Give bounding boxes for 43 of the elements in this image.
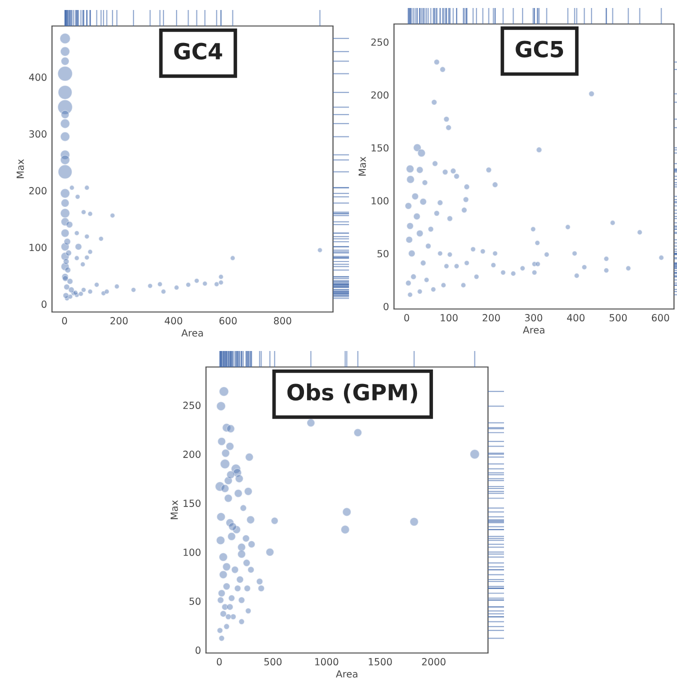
y-tick-label: 200 <box>371 91 388 99</box>
x-tick-label: 500 <box>610 314 627 322</box>
y-tick-label: 100 <box>372 197 388 204</box>
text: GC5 <box>516 40 564 58</box>
x-tick-label: 500 <box>264 658 282 666</box>
text: GC4 <box>174 42 222 60</box>
y-tick-label: 50 <box>190 598 200 605</box>
y-tick-label: 100 <box>30 244 46 252</box>
x-tick-label: 600 <box>652 314 670 322</box>
x-tick-label: 100 <box>440 314 458 322</box>
y-tick-label: 200 <box>183 450 200 458</box>
y-tick-label: 200 <box>29 187 46 194</box>
text: Obs (GPM) <box>287 383 418 404</box>
x-tick-label: 400 <box>567 314 585 322</box>
y-tick-label: 250 <box>183 402 200 410</box>
y-tick-label: 0 <box>196 646 200 654</box>
y-tick-label: 400 <box>29 74 46 81</box>
x-tick-label: 200 <box>482 314 500 322</box>
y-tick-label: 0 <box>384 302 388 310</box>
x-axis-title: Area <box>336 670 358 678</box>
y-tick-label: 250 <box>371 38 388 46</box>
x-tick-label: 1500 <box>368 658 392 666</box>
x-tick-label: 0 <box>62 317 67 324</box>
y-tick-label: 300 <box>29 130 46 138</box>
y-tick-label: 150 <box>184 500 200 507</box>
y-axis-title: Max <box>358 156 366 176</box>
x-axis-title: Area <box>522 326 544 334</box>
x-tick-label: 600 <box>219 317 237 324</box>
x-tick-label: 400 <box>164 317 182 324</box>
x-tick-label: 1000 <box>315 658 338 666</box>
y-tick-label: 0 <box>42 300 46 308</box>
x-axis-title: Area <box>181 329 203 337</box>
x-tick-label: 300 <box>525 314 542 322</box>
y-axis-title: Max <box>16 159 24 178</box>
y-tick-label: 50 <box>378 250 388 258</box>
y-tick-label: 150 <box>372 144 388 152</box>
x-tick-label: 0 <box>404 314 410 322</box>
x-tick-label: 800 <box>274 317 292 324</box>
x-tick-label: 2000 <box>422 658 446 666</box>
x-tick-label: 0 <box>216 658 222 666</box>
y-tick-label: 100 <box>184 548 200 556</box>
y-axis-title: Max <box>170 500 178 520</box>
x-tick-label: 200 <box>110 317 128 324</box>
